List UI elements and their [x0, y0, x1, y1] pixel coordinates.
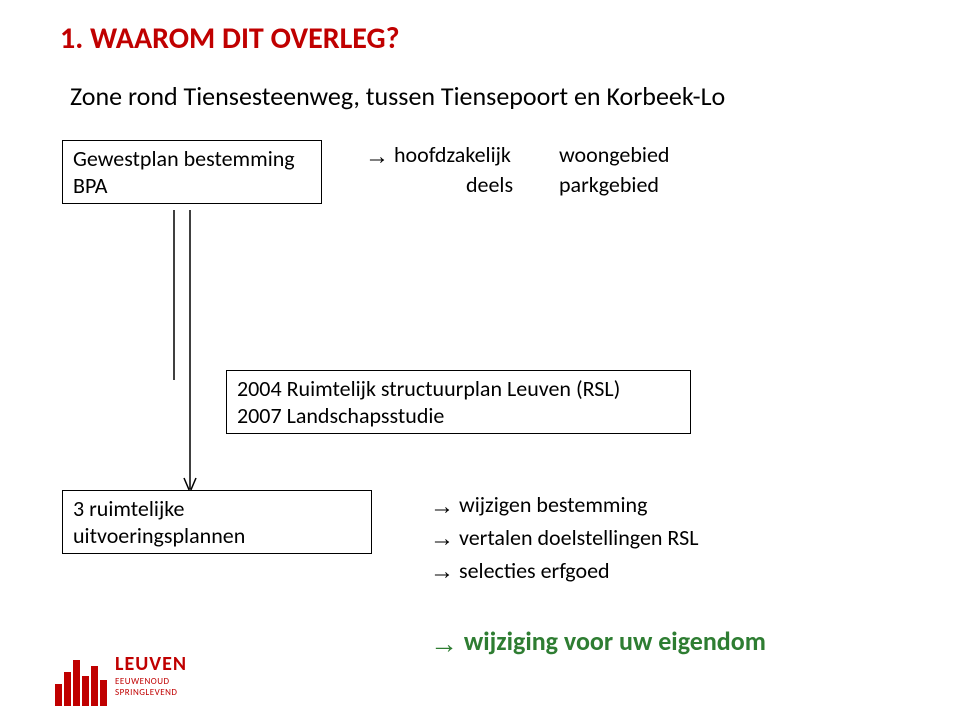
box-uitvoeringsplannen: 3 ruimtelijke uitvoeringsplannen — [62, 490, 372, 554]
r2-l2: vertalen doelstellingen RSL — [459, 524, 698, 551]
arrow-icon: → — [365, 141, 389, 173]
leuven-logo: LEUVEN EEUWENOUDSPRINGLEVEND — [55, 644, 187, 706]
arrow-icon: → — [430, 491, 454, 523]
slide-subtitle: Zone rond Tiensesteenweg, tussen Tiensep… — [70, 80, 725, 112]
r1-c2-l2: parkgebied — [559, 171, 659, 198]
box3-text: 3 ruimtelijke uitvoeringsplannen — [73, 495, 245, 549]
box1-line1: Gewestplan bestemming — [73, 145, 311, 172]
arrow-icon: → — [430, 556, 454, 588]
result-gewestplan: → hoofdzakelijk deels woongebied parkgeb… — [365, 140, 709, 199]
r1-c2-l1: woongebied — [559, 141, 670, 168]
arrow-icon: → — [430, 523, 454, 555]
box2-line2: 2007 Landschapsstudie — [237, 402, 680, 429]
logo-tagline: EEUWENOUDSPRINGLEVEND — [115, 676, 187, 698]
r2-l1: wijzigen bestemming — [459, 491, 647, 518]
r1-c1-l2: deels — [394, 171, 513, 198]
box-rsl: 2004 Ruimtelijk structuurplan Leuven (RS… — [226, 370, 691, 434]
box-gewestplan: Gewestplan bestemming BPA — [62, 140, 322, 204]
box1-line2: BPA — [73, 172, 311, 199]
slide-title: 1. WAAROM DIT OVERLEG? — [60, 20, 400, 57]
logo-text: LEUVEN EEUWENOUDSPRINGLEVEND — [115, 652, 187, 698]
box2-line1: 2004 Ruimtelijk structuurplan Leuven (RS… — [237, 375, 680, 402]
result-eigendom: → wijziging voor uw eigendom — [430, 626, 766, 661]
arrow-icon: → — [430, 627, 458, 661]
logo-mark-icon — [55, 644, 107, 706]
r2-l3: selecties erfgoed — [459, 557, 610, 584]
r1-c1-l1: hoofdzakelijk — [394, 141, 511, 168]
logo-name: LEUVEN — [115, 652, 187, 676]
r3-text: wijziging voor uw eigendom — [464, 625, 766, 657]
result-uitvoeringsplannen: → wijzigen bestemming → vertalen doelste… — [430, 490, 698, 589]
